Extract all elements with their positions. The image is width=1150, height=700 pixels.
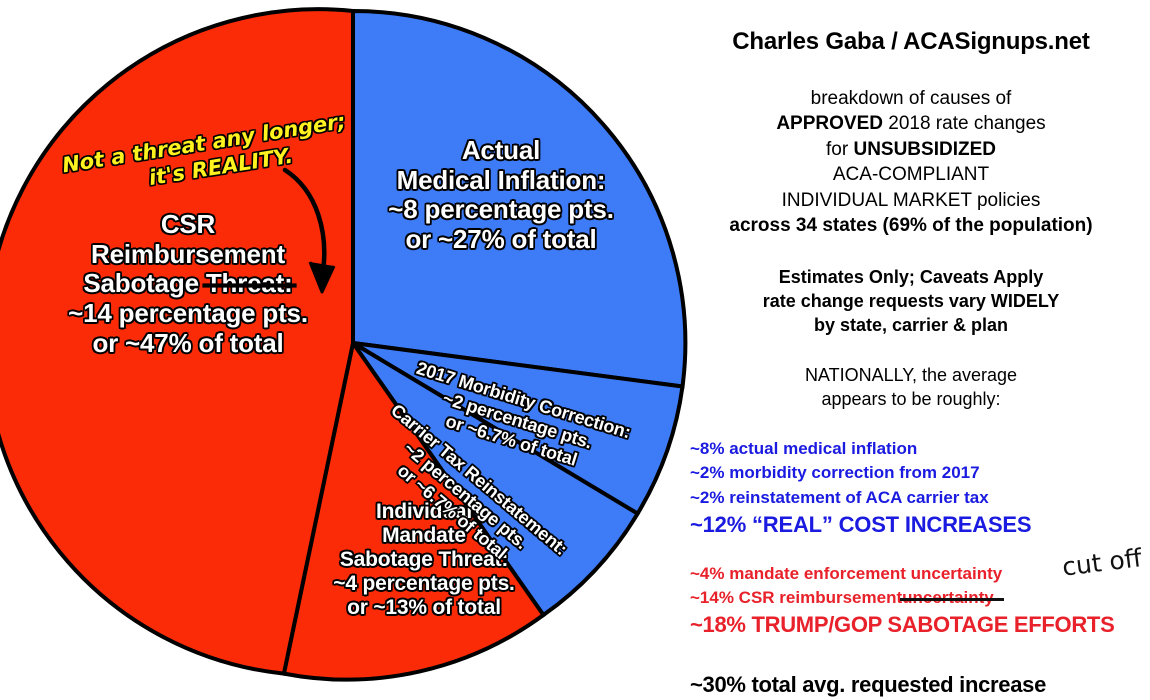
- intro-block: breakdown of causes of APPROVED 2018 rat…: [672, 86, 1150, 239]
- real-cost-item-morbidity: ~2% morbidity correction from 2017: [690, 463, 980, 483]
- pie-slice-morbidity-correction[interactable]: [351, 341, 685, 517]
- real-cost-item-inflation: ~8% actual medical inflation: [690, 439, 918, 459]
- intro-line-3-pre: for: [826, 138, 854, 160]
- real-cost-total: ~12% “REAL” COST INCREASES: [690, 511, 1032, 537]
- sabotage-item-csr-kept: ~14% CSR reimbursement: [690, 587, 903, 607]
- real-cost-list: ~8% actual medical inflation ~2% morbidi…: [672, 437, 1150, 537]
- intro-line-4: ACA-COMPLIANT: [832, 164, 990, 186]
- sabotage-list: ~4% mandate enforcement uncertainty ~14%…: [672, 562, 1150, 638]
- nationally-line-1: NATIONALLY, the average: [804, 365, 1018, 386]
- intro-line-2-rest: 2018 rate changes: [882, 113, 1046, 135]
- sabotage-item-csr-struck: uncertainty: [900, 586, 1004, 610]
- pie-slice-medical-inflation[interactable]: [351, 8, 688, 389]
- intro-line-1: breakdown of causes of: [810, 88, 1012, 109]
- pie-chart: CSR Reimbursement Sabotage Threat: ~14 p…: [0, 0, 700, 700]
- intro-approved-bold: APPROVED: [776, 113, 883, 135]
- text-panel: Charles Gaba / ACASignups.net breakdown …: [672, 0, 1150, 700]
- caveats-line-2: rate change requests vary WIDELY: [762, 290, 1060, 311]
- real-cost-item-carrier-tax: ~2% reinstatement of ACA carrier tax: [690, 487, 989, 507]
- pie-chart-svg: [0, 7, 688, 682]
- nationally-line-2: appears to be roughly:: [821, 389, 1001, 410]
- intro-line-3: for UNSUBSIDIZED: [672, 137, 1150, 162]
- grand-total: ~30% total avg. requested increase: [690, 671, 1047, 697]
- sabotage-item-csr: ~14% CSR reimbursementuncertainty: [690, 586, 1150, 610]
- intro-line-6-states: across 34 states (69% of the population): [729, 215, 1093, 237]
- caveats-line-3: by state, carrier & plan: [813, 314, 1009, 335]
- pie-slice-carrier-tax[interactable]: [351, 341, 641, 618]
- intro-line-2: APPROVED 2018 rate changes: [672, 111, 1150, 136]
- intro-unsubsidized-bold: UNSUBSIDIZED: [853, 138, 996, 160]
- pie-slice-individual-mandate[interactable]: [281, 338, 547, 682]
- nationally-block: NATIONALLY, the average appears to be ro…: [672, 363, 1150, 411]
- sabotage-item-mandate: ~4% mandate enforcement uncertainty: [690, 563, 1003, 583]
- caveats-line-1: Estimates Only; Caveats Apply: [778, 266, 1044, 287]
- caveats-block: Estimates Only; Caveats Apply rate chang…: [672, 265, 1150, 337]
- sabotage-total: ~18% TRUMP/GOP SABOTAGE EFFORTS: [690, 611, 1115, 637]
- byline: Charles Gaba / ACASignups.net: [732, 28, 1090, 55]
- intro-line-5: INDIVIDUAL MARKET policies: [781, 189, 1041, 211]
- handdrawn-arrow-icon: [282, 167, 336, 294]
- pie-slice-csr-reimbursement[interactable]: [0, 7, 355, 676]
